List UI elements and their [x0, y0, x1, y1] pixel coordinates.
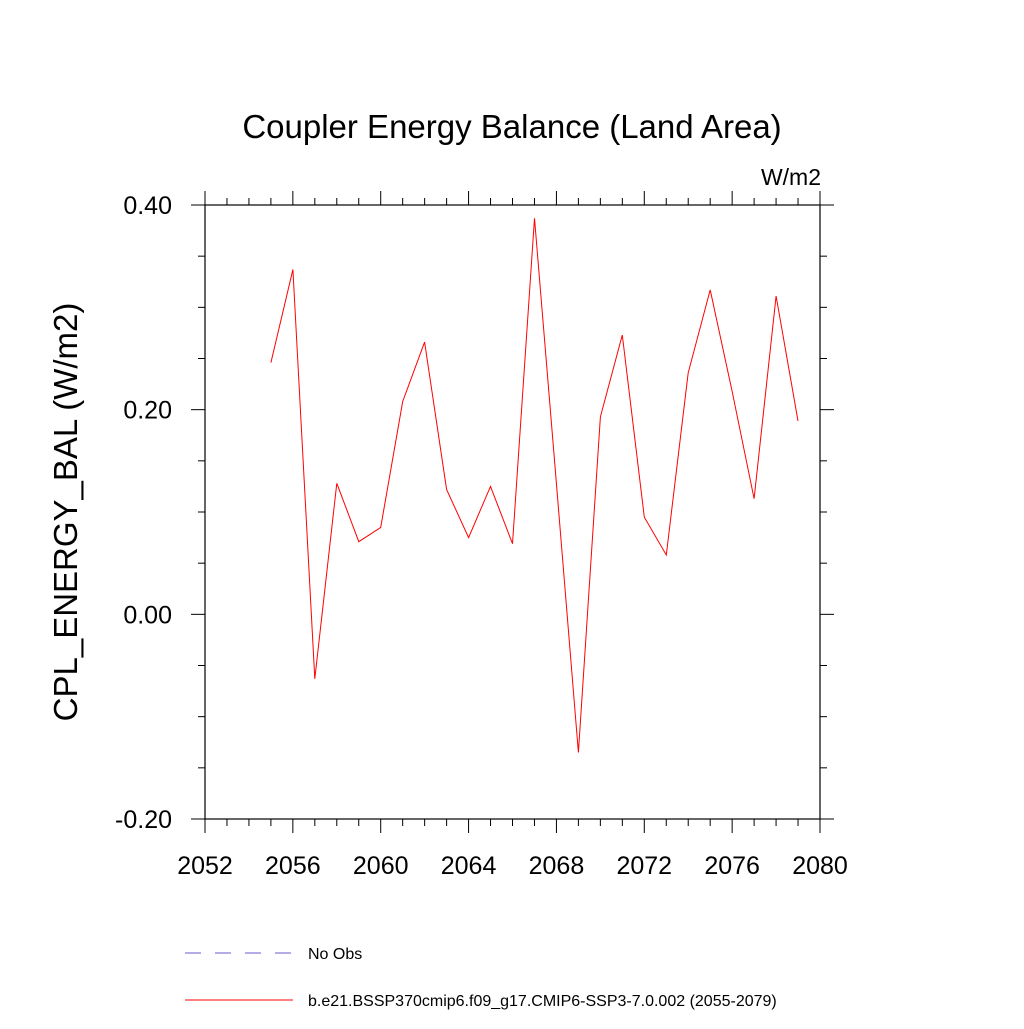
- units-label: W/m2: [761, 164, 821, 190]
- y-tick-label: -0.20: [115, 806, 172, 834]
- x-tick-label: 2072: [616, 852, 672, 880]
- y-tick-label: 0.00: [123, 601, 172, 629]
- plot-frame: [204, 204, 821, 820]
- legend: No Obs b.e21.BSSP370cmip6.f09_g17.CMIP6-S…: [185, 946, 777, 1010]
- x-tick-label: 2052: [177, 852, 233, 880]
- x-tick-label: 2076: [704, 852, 760, 880]
- x-tick-label: 2080: [792, 852, 848, 880]
- legend-label: No Obs: [308, 946, 362, 963]
- x-tick-label: 2064: [441, 852, 497, 880]
- series-line: [270, 218, 799, 753]
- y-tick-label: 0.20: [123, 397, 172, 425]
- y-tick-label: 0.40: [123, 192, 172, 220]
- chart-title: Coupler Energy Balance (Land Area): [242, 108, 781, 145]
- axes-layer: 2052 2056 2060 2064 2068 2072 2076 2080 -0.20 0.0…: [115, 191, 848, 880]
- series-layer: [270, 218, 799, 753]
- x-tick-label: 2068: [529, 852, 585, 880]
- x-tick-label: 2060: [353, 852, 409, 880]
- legend-label: b.e21.BSSP370cmip6.f09_g17.CMIP6-SSP3-7.…: [308, 993, 777, 1010]
- x-tick-label: 2056: [265, 852, 321, 880]
- y-axis-label: CPL_ENERGY_BAL (W/m2): [47, 303, 84, 722]
